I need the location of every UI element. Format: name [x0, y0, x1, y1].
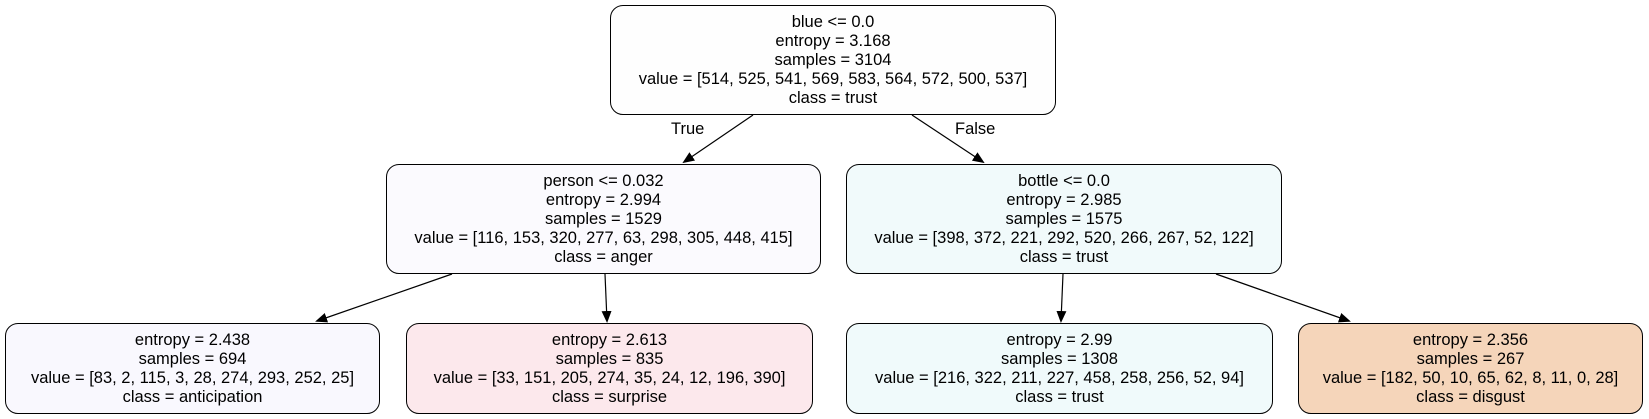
- edge-root-left: [682, 114, 754, 164]
- node-value: value = [398, 372, 221, 292, 520, 266, 2…: [874, 228, 1254, 247]
- tree-node-left: person <= 0.032 entropy = 2.994 samples …: [386, 164, 821, 274]
- node-class: class = anticipation: [122, 387, 263, 406]
- node-class: class = trust: [1019, 247, 1109, 266]
- node-samples: samples = 1308: [1001, 349, 1118, 368]
- node-samples: samples = 267: [1416, 349, 1525, 368]
- node-entropy: entropy = 2.99: [1006, 330, 1113, 349]
- node-class: class = trust: [788, 88, 878, 107]
- tree-node-root: blue <= 0.0 entropy = 3.168 samples = 31…: [610, 5, 1056, 115]
- node-samples: samples = 694: [138, 349, 247, 368]
- node-samples: samples = 1529: [545, 209, 662, 228]
- node-entropy: entropy = 2.985: [1006, 190, 1122, 209]
- node-entropy: entropy = 2.356: [1412, 330, 1529, 349]
- node-entropy: entropy = 3.168: [775, 31, 891, 50]
- node-split-rule: blue <= 0.0: [791, 12, 875, 31]
- edge-label-true: True: [671, 120, 705, 138]
- edge-root-right: [911, 114, 985, 164]
- edge-right-rightright: [1215, 273, 1351, 323]
- node-class: class = anger: [554, 247, 653, 266]
- tree-leaf-right-right: entropy = 2.356 samples = 267 value = [1…: [1298, 323, 1643, 414]
- node-value: value = [182, 50, 10, 65, 62, 8, 11, 0, …: [1322, 368, 1619, 387]
- edge-label-false: False: [955, 120, 996, 138]
- edge-left-leftright: [601, 273, 612, 323]
- node-samples: samples = 3104: [774, 50, 892, 69]
- edge-left-leftleft: [315, 273, 453, 323]
- node-value: value = [116, 153, 320, 277, 63, 298, 30…: [414, 228, 793, 247]
- node-value: value = [514, 525, 541, 569, 583, 564, 5…: [638, 69, 1028, 88]
- tree-node-right: bottle <= 0.0 entropy = 2.985 samples = …: [846, 164, 1282, 274]
- node-value: value = [83, 2, 115, 3, 28, 274, 293, 25…: [30, 368, 355, 387]
- node-class: class = disgust: [1416, 387, 1525, 406]
- node-split-rule: bottle <= 0.0: [1018, 171, 1110, 190]
- edge-right-rightleft: [1056, 273, 1067, 323]
- node-value: value = [216, 322, 211, 227, 458, 258, 2…: [875, 368, 1244, 387]
- node-entropy: entropy = 2.994: [545, 190, 662, 209]
- node-value: value = [33, 151, 205, 274, 35, 24, 12, …: [433, 368, 786, 387]
- node-class: class = surprise: [551, 387, 668, 406]
- tree-leaf-right-left: entropy = 2.99 samples = 1308 value = [2…: [846, 323, 1273, 414]
- tree-leaf-left-left: entropy = 2.438 samples = 694 value = [8…: [5, 323, 380, 414]
- node-samples: samples = 835: [555, 349, 664, 368]
- node-split-rule: person <= 0.032: [543, 171, 664, 190]
- node-entropy: entropy = 2.613: [551, 330, 668, 349]
- node-entropy: entropy = 2.438: [134, 330, 251, 349]
- node-samples: samples = 1575: [1005, 209, 1123, 228]
- tree-leaf-left-right: entropy = 2.613 samples = 835 value = [3…: [406, 323, 813, 414]
- node-class: class = trust: [1015, 387, 1104, 406]
